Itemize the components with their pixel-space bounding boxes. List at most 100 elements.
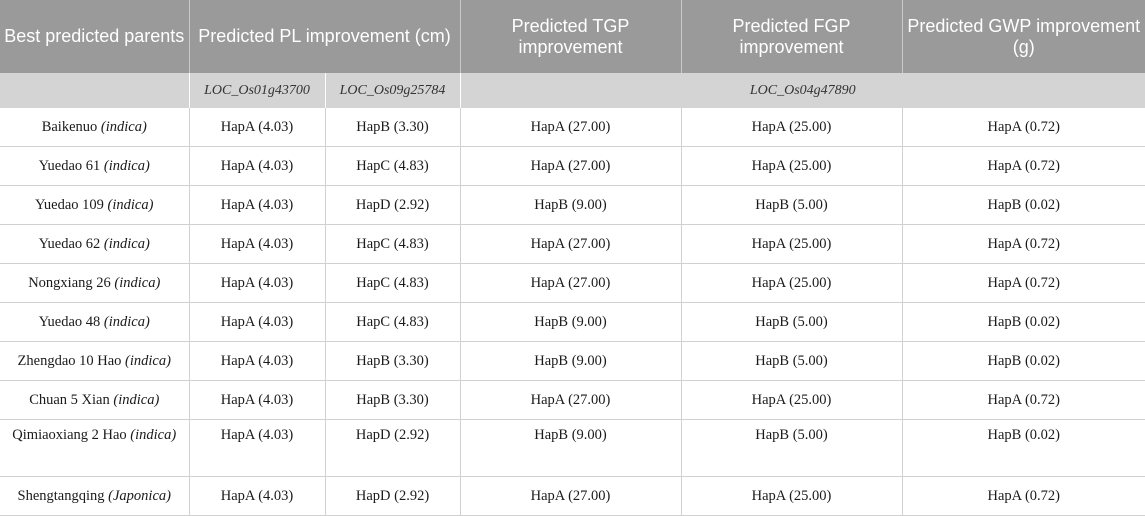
header-tgp: Predicted TGP improvement bbox=[460, 0, 682, 73]
value-fgp: HapA (25.00) bbox=[681, 146, 903, 186]
parent-cell: Yuedao 62 (indica) bbox=[0, 224, 190, 264]
subspecies-label: (indica) bbox=[113, 392, 160, 408]
parent-name: Zhengdao 10 Hao bbox=[17, 353, 122, 369]
value-pl2: HapD (2.92) bbox=[325, 419, 461, 477]
value-gwp: HapB (0.02) bbox=[902, 341, 1145, 381]
value-pl2: HapC (4.83) bbox=[325, 224, 461, 264]
table-row: Chuan 5 Xian (indica) HapA (4.03) HapB (3.… bbox=[0, 380, 1145, 420]
value-pl1: HapA (4.03) bbox=[189, 108, 326, 147]
value-fgp: HapB (5.00) bbox=[681, 419, 903, 477]
value-tgp: HapB (9.00) bbox=[460, 185, 682, 225]
value-pl1: HapA (4.03) bbox=[189, 380, 326, 420]
parent-name: Baikenuo bbox=[41, 119, 98, 135]
value-pl1: HapA (4.03) bbox=[189, 263, 326, 303]
table-row: Zhengdao 10 Hao (indica) HapA (4.03) HapB … bbox=[0, 341, 1145, 381]
parent-cell: Yuedao 61 (indica) bbox=[0, 146, 190, 186]
table-body: Baikenuo (indica) HapA (4.03) HapB (3.30) H… bbox=[0, 108, 1145, 516]
value-tgp: HapB (9.00) bbox=[460, 302, 682, 342]
parent-cell: Nongxiang 26 (indica) bbox=[0, 263, 190, 303]
gene-cell-empty bbox=[0, 73, 190, 108]
value-pl2: HapC (4.83) bbox=[325, 146, 461, 186]
header-pl: Predicted PL improvement (cm) bbox=[189, 0, 461, 73]
value-fgp: HapA (25.00) bbox=[681, 380, 903, 420]
value-fgp: HapA (25.00) bbox=[681, 224, 903, 264]
subspecies-label: (indica) bbox=[103, 314, 150, 330]
value-gwp: HapB (0.02) bbox=[902, 302, 1145, 342]
value-gwp: HapA (0.72) bbox=[902, 224, 1145, 264]
parent-name: Shengtangqing bbox=[17, 488, 105, 504]
parent-cell: Yuedao 109 (indica) bbox=[0, 185, 190, 225]
value-pl1: HapA (4.03) bbox=[189, 419, 326, 477]
table-row: Yuedao 62 (indica) HapA (4.03) HapC (4.83)… bbox=[0, 224, 1145, 264]
header-row: Best predicted parents Predicted PL impr… bbox=[0, 0, 1145, 73]
subspecies-label: (Japonica) bbox=[108, 488, 171, 504]
parent-name: Yuedao 62 bbox=[38, 236, 101, 252]
subspecies-label: (indica) bbox=[125, 353, 171, 369]
subspecies-label: (indica) bbox=[103, 236, 150, 252]
value-fgp: HapA (25.00) bbox=[681, 476, 903, 516]
value-pl2: HapD (2.92) bbox=[325, 185, 461, 225]
value-tgp: HapA (27.00) bbox=[460, 146, 682, 186]
subspecies-label: (indica) bbox=[103, 158, 150, 174]
parent-cell: Chuan 5 Xian (indica) bbox=[0, 380, 190, 420]
gene-shared: LOC_Os04g47890 bbox=[460, 73, 1145, 108]
value-pl1: HapA (4.03) bbox=[189, 476, 326, 516]
parent-name: Yuedao 109 bbox=[35, 197, 104, 213]
value-fgp: HapB (5.00) bbox=[681, 302, 903, 342]
value-gwp: HapB (0.02) bbox=[902, 185, 1145, 225]
value-pl1: HapA (4.03) bbox=[189, 302, 326, 342]
subspecies-label: (indica) bbox=[100, 119, 147, 135]
table-row: Qimiaoxiang 2 Hao (indica) HapA (4.03) Hap… bbox=[0, 419, 1145, 477]
value-gwp: HapA (0.72) bbox=[902, 476, 1145, 516]
table-row: Yuedao 61 (indica) HapA (4.03) HapC (4.83)… bbox=[0, 146, 1145, 186]
value-tgp: HapB (9.00) bbox=[460, 419, 682, 477]
value-tgp: HapA (27.00) bbox=[460, 108, 682, 147]
table-row: Yuedao 48 (indica) HapA (4.03) HapC (4.83)… bbox=[0, 302, 1145, 342]
header-gwp: Predicted GWP improvement (g) bbox=[902, 0, 1145, 73]
parent-cell: Zhengdao 10 Hao (indica) bbox=[0, 341, 190, 381]
parent-name: Yuedao 48 bbox=[38, 314, 101, 330]
gene-pl1: LOC_Os01g43700 bbox=[189, 73, 326, 108]
header-fgp: Predicted FGP improvement bbox=[681, 0, 903, 73]
value-gwp: HapA (0.72) bbox=[902, 263, 1145, 303]
value-tgp: HapB (9.00) bbox=[460, 341, 682, 381]
value-gwp: HapA (0.72) bbox=[902, 108, 1145, 147]
table-row: Shengtangqing (Japonica) HapA (4.03) HapD … bbox=[0, 476, 1145, 516]
header-parents: Best predicted parents bbox=[0, 0, 190, 73]
value-fgp: HapB (5.00) bbox=[681, 185, 903, 225]
value-gwp: HapA (0.72) bbox=[902, 146, 1145, 186]
value-tgp: HapA (27.00) bbox=[460, 380, 682, 420]
subspecies-label: (indica) bbox=[130, 427, 177, 443]
gene-row: LOC_Os01g43700 LOC_Os09g25784 LOC_Os04g4… bbox=[0, 73, 1145, 108]
value-pl1: HapA (4.03) bbox=[189, 185, 326, 225]
value-pl2: HapB (3.30) bbox=[325, 380, 461, 420]
parent-name: Chuan 5 Xian bbox=[29, 392, 110, 408]
subspecies-label: (indica) bbox=[107, 197, 154, 213]
value-fgp: HapA (25.00) bbox=[681, 263, 903, 303]
value-gwp: HapA (0.72) bbox=[902, 380, 1145, 420]
value-tgp: HapA (27.00) bbox=[460, 224, 682, 264]
parent-name: Yuedao 61 bbox=[38, 158, 101, 174]
parent-cell: Qimiaoxiang 2 Hao (indica) bbox=[0, 419, 190, 477]
value-pl1: HapA (4.03) bbox=[189, 341, 326, 381]
subspecies-label: (indica) bbox=[114, 275, 161, 291]
value-pl1: HapA (4.03) bbox=[189, 146, 326, 186]
table-row: Baikenuo (indica) HapA (4.03) HapB (3.30) H… bbox=[0, 108, 1145, 147]
value-pl2: HapB (3.30) bbox=[325, 108, 461, 147]
table-row: Yuedao 109 (indica) HapA (4.03) HapD (2.92… bbox=[0, 185, 1145, 225]
value-fgp: HapB (5.00) bbox=[681, 341, 903, 381]
value-pl2: HapB (3.30) bbox=[325, 341, 461, 381]
parent-cell: Shengtangqing (Japonica) bbox=[0, 476, 190, 516]
value-pl1: HapA (4.03) bbox=[189, 224, 326, 264]
value-pl2: HapC (4.83) bbox=[325, 302, 461, 342]
parent-name: Nongxiang 26 bbox=[28, 275, 111, 291]
value-pl2: HapC (4.83) bbox=[325, 263, 461, 303]
value-gwp: HapB (0.02) bbox=[902, 419, 1145, 477]
parent-name: Qimiaoxiang 2 Hao bbox=[12, 427, 127, 443]
value-pl2: HapD (2.92) bbox=[325, 476, 461, 516]
value-tgp: HapA (27.00) bbox=[460, 263, 682, 303]
value-tgp: HapA (27.00) bbox=[460, 476, 682, 516]
gene-pl2: LOC_Os09g25784 bbox=[325, 73, 461, 108]
value-fgp: HapA (25.00) bbox=[681, 108, 903, 147]
